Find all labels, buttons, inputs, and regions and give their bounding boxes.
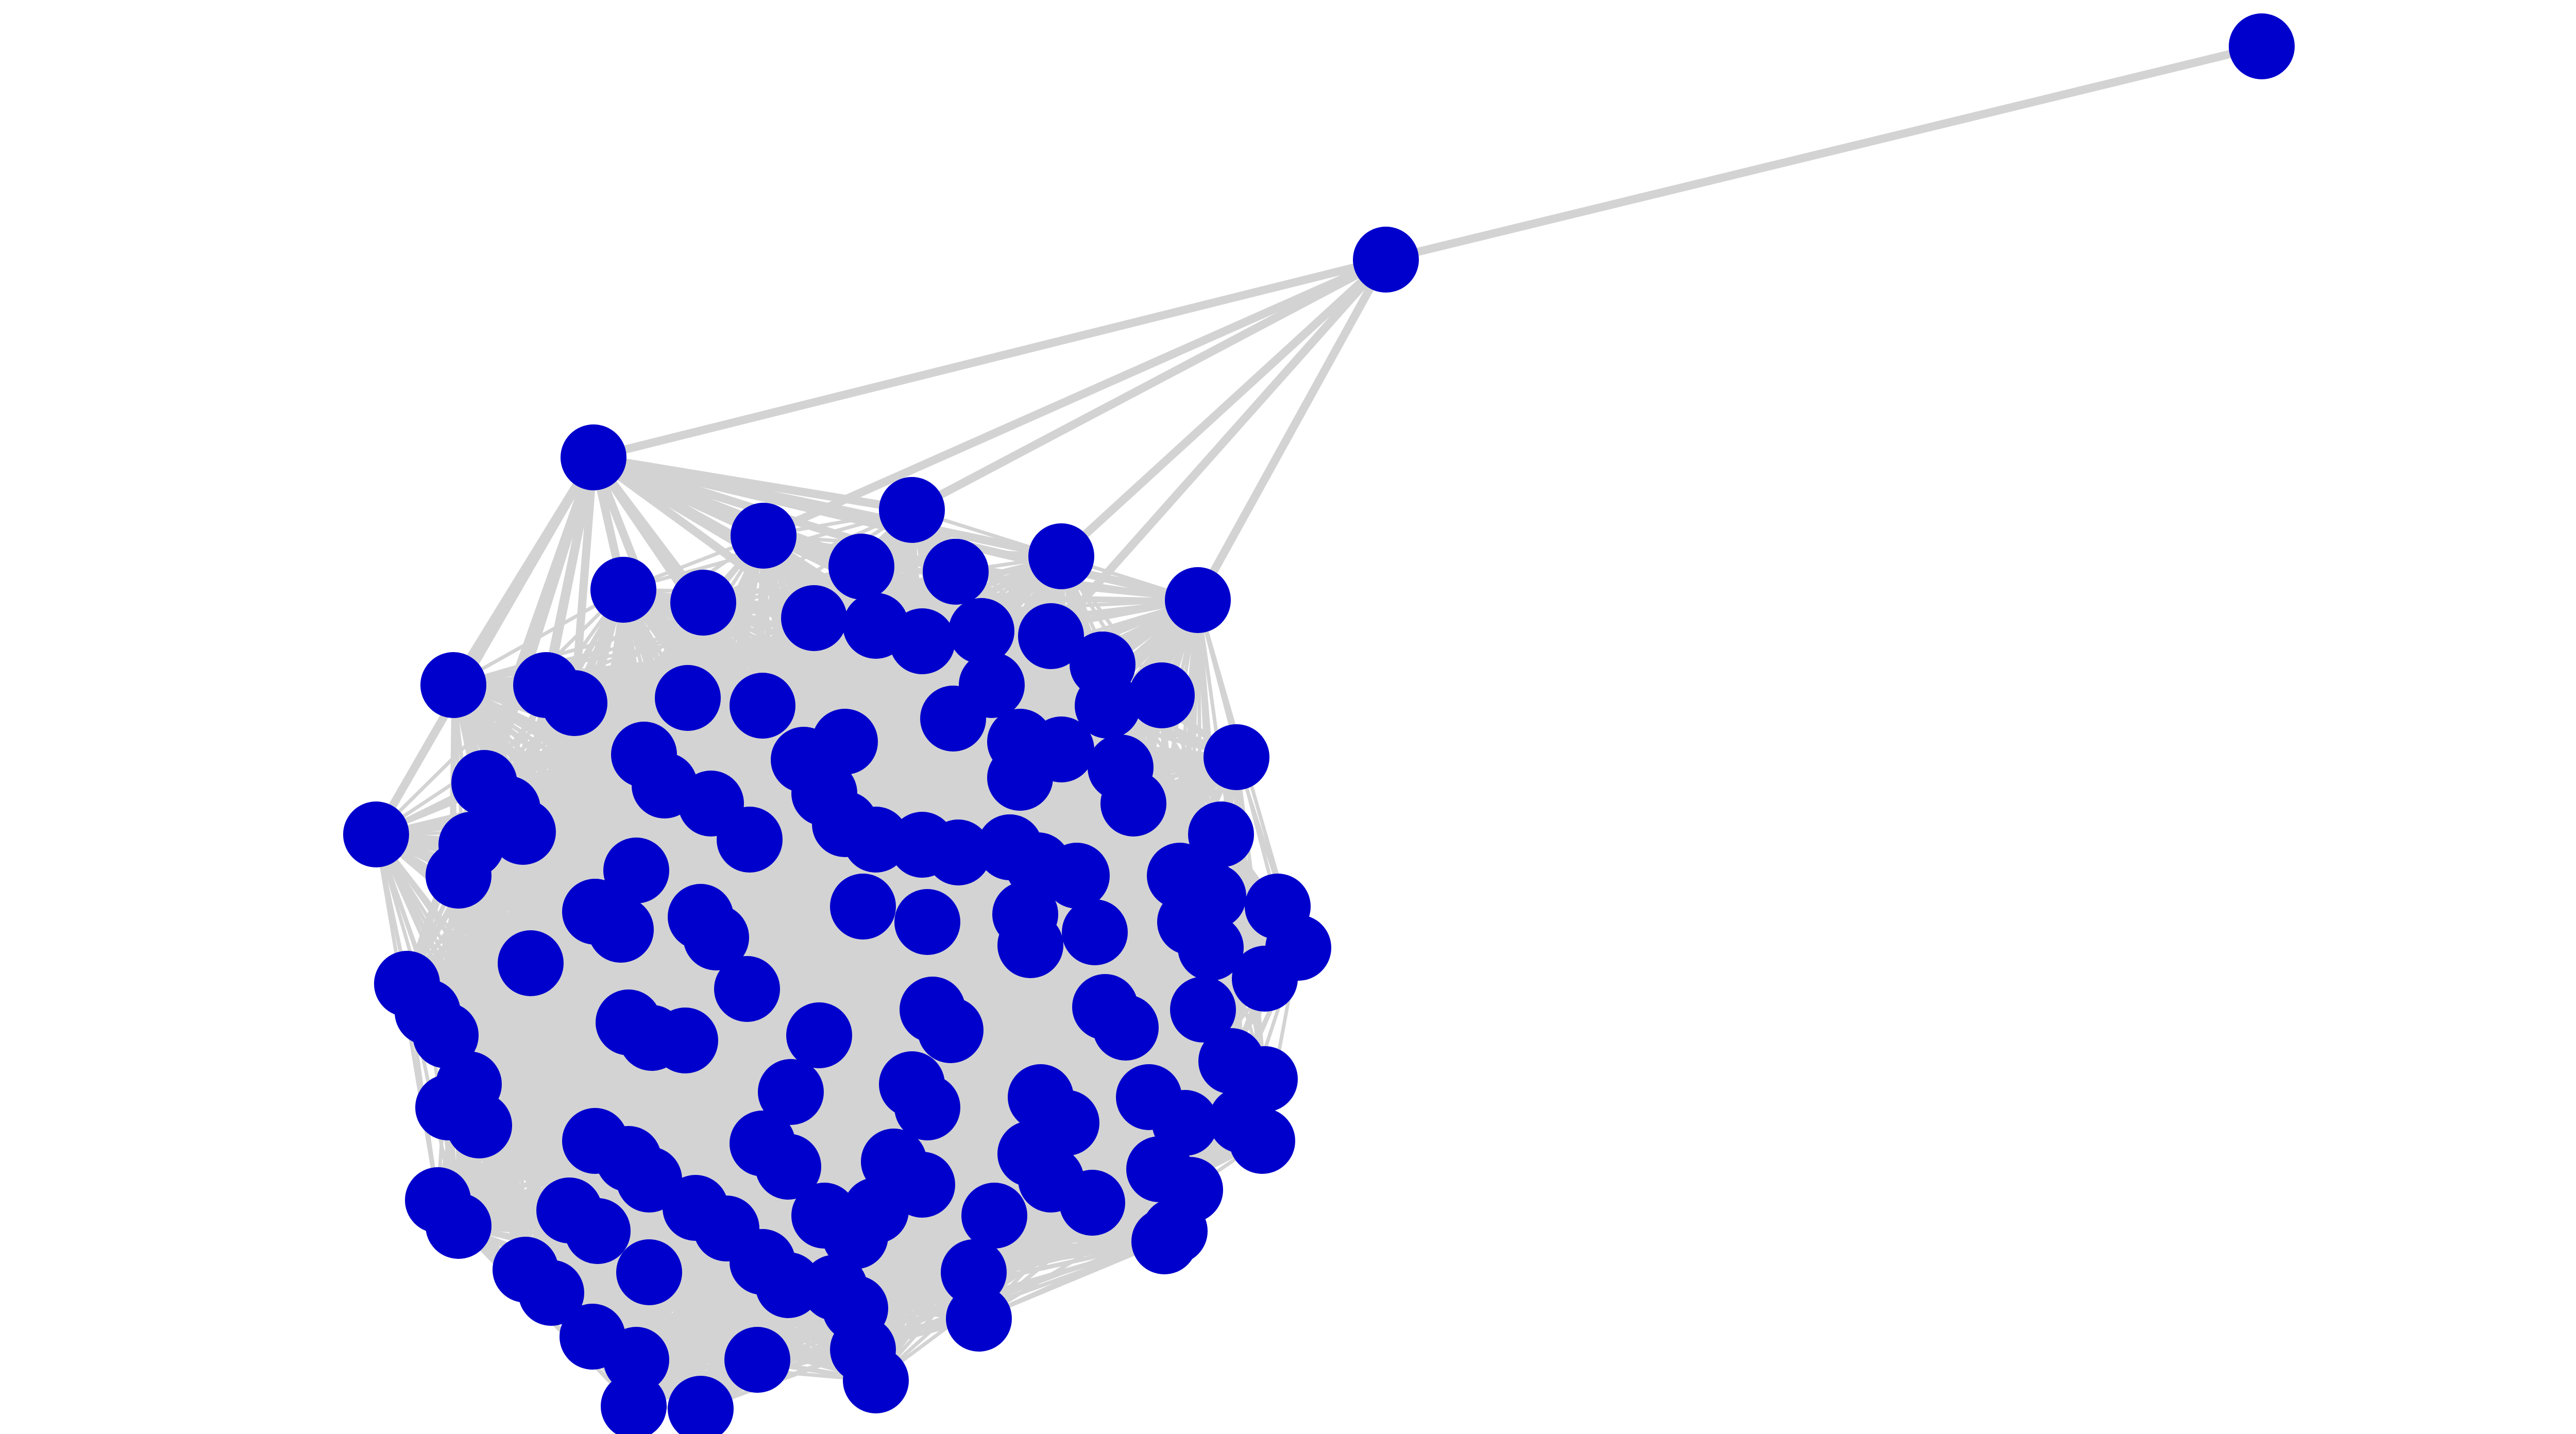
graph-edge: [529, 962, 857, 1310]
graph-edge: [529, 963, 553, 1293]
graph-edge: [647, 988, 749, 1273]
graph-edge: [530, 961, 1265, 981]
graph-edge: [529, 963, 595, 1337]
graph-edge: [636, 1239, 1165, 1362]
graph-edge: [977, 1008, 1205, 1320]
graph-edge: [748, 839, 765, 1262]
graph-edge: [591, 684, 993, 1338]
graph-edge: [803, 758, 1204, 1011]
graph-edge: [634, 870, 703, 1409]
graph-edge: [470, 683, 993, 847]
graph-edge: [633, 1239, 1165, 1408]
graph-edge: [458, 838, 750, 878]
